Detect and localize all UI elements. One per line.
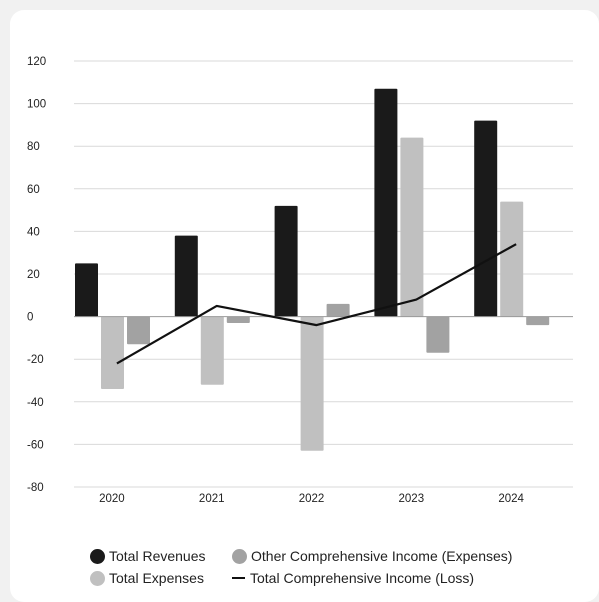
bar-total-expenses-2022	[300, 316, 324, 451]
bar-total-expenses-2021	[200, 316, 224, 385]
y-tick-label: 40	[27, 226, 40, 238]
bar-total-expenses-2024	[500, 201, 524, 317]
legend-item-total-comprehensive-income: Total Comprehensive Income (Loss)	[232, 570, 474, 586]
bar-other-comprehensive-income-expenses-2024	[526, 316, 550, 326]
bar-total-revenues-2023	[374, 88, 398, 317]
legend-swatch-total-revenues	[90, 548, 105, 564]
legend-label-total-expenses: Total Expenses	[109, 570, 204, 586]
bar-total-expenses-2020	[101, 316, 124, 390]
bar-total-revenues-2024	[474, 120, 498, 317]
bar-other-comprehensive-income-expenses-2022	[326, 303, 350, 317]
legend-swatch-total-comprehensive-income	[232, 577, 245, 579]
bar-total-revenues-2020	[75, 263, 98, 317]
bar-total-expenses-2023	[400, 137, 424, 317]
y-tick-label: 20	[27, 269, 40, 281]
y-tick-label: -80	[27, 482, 44, 494]
x-axis-ticks: 2020 2021 2022 2023 2024	[99, 493, 524, 505]
x-tick-label-2021: 2021	[199, 493, 225, 505]
legend-label-total-revenues: Total Revenues	[109, 548, 206, 564]
y-tick-label: 120	[27, 56, 46, 68]
bar-other-comprehensive-income-expenses-2020	[127, 316, 150, 345]
legend-swatch-total-expenses	[90, 570, 105, 586]
bars	[74, 88, 573, 451]
y-tick-label: -20	[27, 354, 44, 366]
x-tick-label-2024: 2024	[498, 493, 524, 505]
y-tick-label: 80	[27, 141, 40, 153]
legend-label-total-comprehensive-income: Total Comprehensive Income (Loss)	[250, 570, 475, 586]
y-tick-label: -40	[27, 397, 44, 409]
legend: Total Revenues Other Comprehensive Incom…	[90, 545, 512, 589]
bar-other-comprehensive-income-expenses-2021	[226, 316, 250, 323]
y-tick-label: -60	[27, 439, 44, 451]
legend-swatch-other-comprehensive-income	[232, 548, 247, 564]
legend-item-total-revenues: Total Revenues	[90, 548, 232, 564]
y-tick-label: 100	[27, 99, 46, 111]
legend-label-other-comprehensive-income: Other Comprehensive Income (Expenses)	[251, 548, 513, 564]
gridlines	[74, 60, 573, 488]
y-axis-ticks: 120 100 80 60 40 20 0 -20 -40 -60 -80	[27, 56, 46, 494]
bar-total-revenues-2021	[174, 235, 198, 317]
line-series	[116, 243, 517, 365]
x-tick-label-2020: 2020	[99, 493, 125, 505]
legend-item-other-comprehensive-income: Other Comprehensive Income (Expenses)	[232, 548, 512, 564]
legend-item-total-expenses: Total Expenses	[90, 570, 232, 586]
bar-total-revenues-2022	[274, 205, 298, 317]
bar-other-comprehensive-income-expenses-2023	[426, 316, 450, 353]
x-tick-label-2022: 2022	[299, 493, 325, 505]
y-tick-label: 60	[27, 184, 40, 196]
y-tick-label: 0	[27, 312, 33, 324]
x-tick-label-2023: 2023	[399, 493, 425, 505]
